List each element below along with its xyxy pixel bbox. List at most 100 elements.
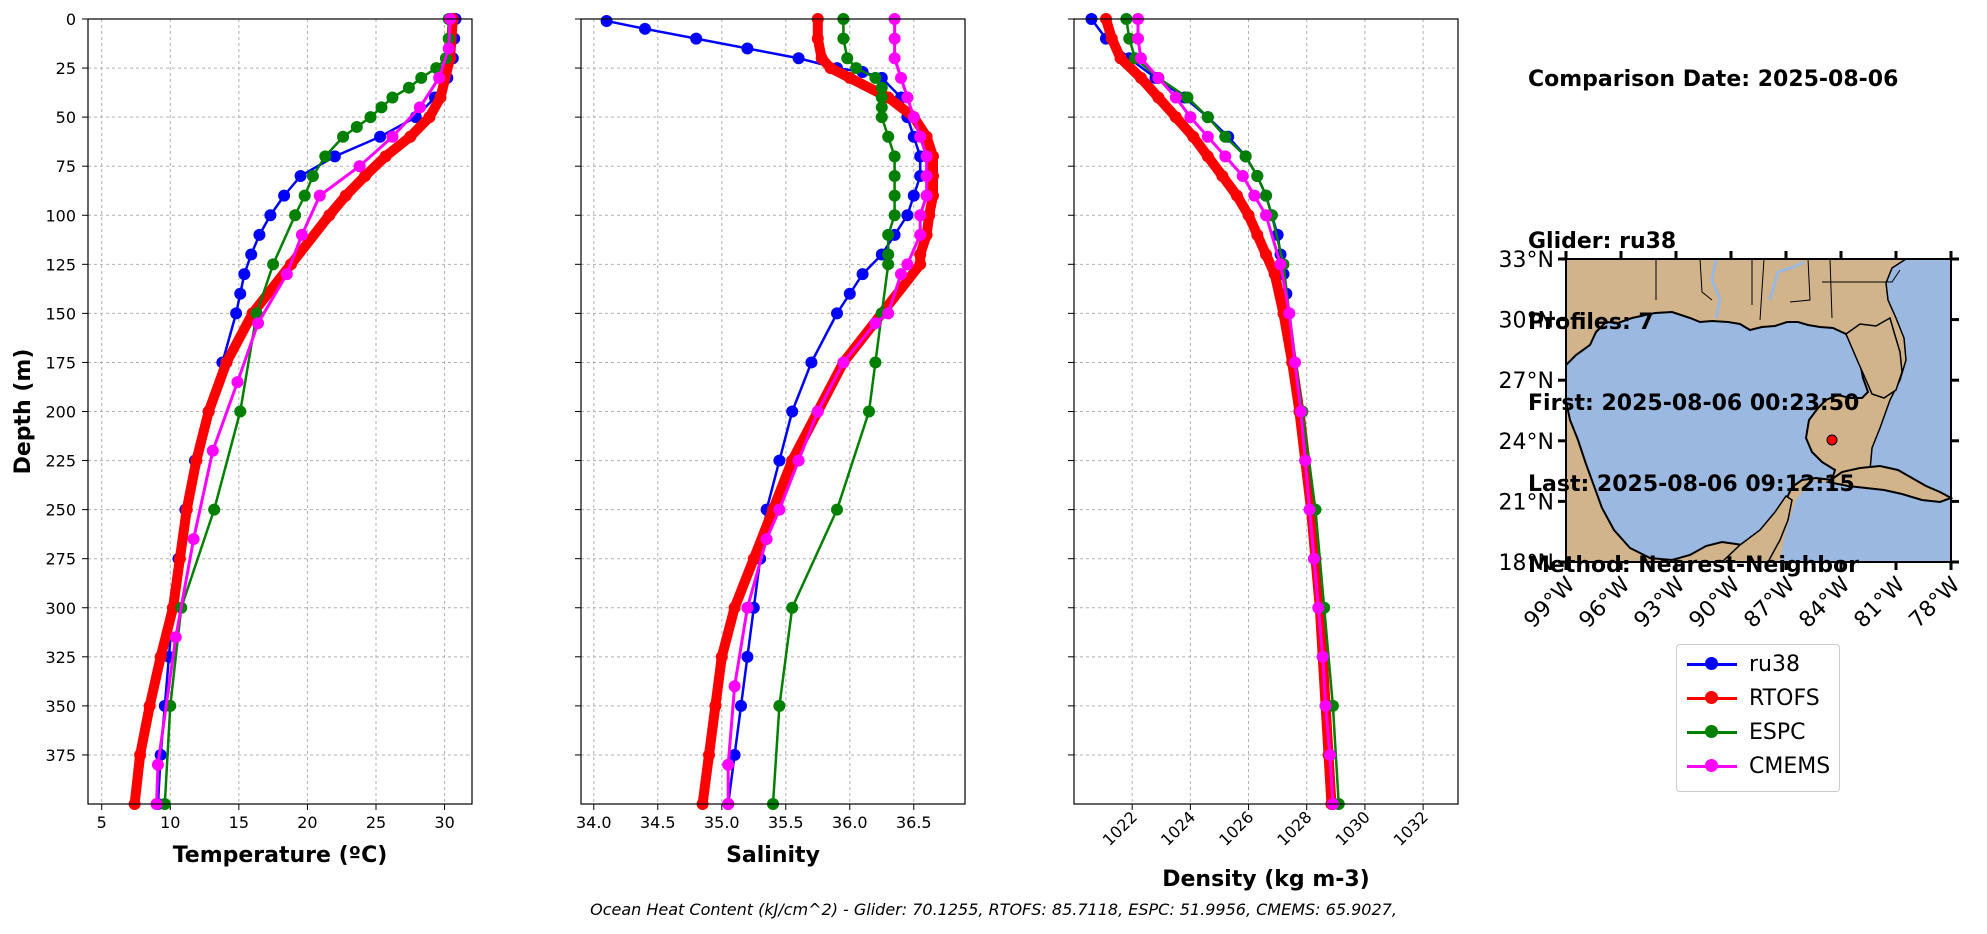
- series-line: [155, 18, 452, 805]
- data-point: [786, 601, 799, 614]
- data-point: [280, 268, 293, 281]
- data-point: [920, 189, 933, 202]
- legend: ru38 RTOFS ESPC CMEMS: [1676, 644, 1840, 792]
- data-point: [888, 170, 901, 182]
- data-point: [231, 376, 244, 389]
- map-lat-label: 33°N: [1499, 248, 1554, 273]
- series-rtofs: [696, 13, 939, 810]
- data-point: [319, 150, 332, 163]
- axes-frame: [1073, 18, 1459, 805]
- data-point: [895, 268, 907, 281]
- data-point: [298, 189, 311, 202]
- data-point: [863, 405, 875, 418]
- y-tick-label: 125: [45, 255, 76, 274]
- ocean-heat-content-footer: Ocean Heat Content (kJ/cm^2) - Glider: 7…: [590, 900, 1397, 919]
- data-point: [1201, 150, 1214, 163]
- data-point: [907, 189, 920, 202]
- legend-label: ru38: [1749, 652, 1800, 677]
- data-point: [433, 71, 446, 84]
- first-time: First: 2025-08-06 00:23:50: [1528, 391, 1860, 416]
- data-point: [1312, 601, 1325, 614]
- legend-marker: [1705, 759, 1718, 772]
- data-point: [831, 503, 843, 516]
- data-point: [811, 32, 824, 45]
- data-point: [328, 150, 341, 163]
- map-frame: [1565, 258, 1952, 563]
- data-point: [1216, 170, 1229, 182]
- data-point: [278, 189, 291, 202]
- data-point: [837, 356, 850, 369]
- data-point: [1114, 52, 1127, 65]
- data-point: [289, 209, 302, 222]
- y-tick-label: 225: [45, 452, 76, 471]
- data-point: [747, 552, 760, 565]
- data-point: [169, 631, 182, 644]
- data-point: [895, 71, 907, 84]
- data-point: [1260, 189, 1272, 202]
- data-point: [843, 71, 856, 84]
- data-point: [1274, 258, 1287, 271]
- data-point: [1123, 32, 1136, 45]
- data-point: [841, 52, 854, 65]
- x-tick-label: 1030: [1332, 807, 1374, 849]
- data-point: [264, 209, 277, 222]
- data-point: [773, 454, 786, 467]
- data-point: [151, 758, 164, 771]
- map-lat-label: 30°N: [1499, 309, 1554, 334]
- data-point: [907, 111, 920, 124]
- y-tick-label: 50: [56, 108, 76, 127]
- data-point: [741, 42, 754, 55]
- data-point: [735, 699, 747, 712]
- data-point: [923, 209, 936, 222]
- data-point: [869, 317, 882, 330]
- y-tick-label: 150: [45, 304, 76, 323]
- data-point: [1239, 150, 1252, 163]
- series-ru38: [600, 14, 927, 810]
- data-point: [375, 101, 388, 114]
- data-point: [1236, 170, 1249, 182]
- data-point: [1316, 650, 1329, 663]
- y-axis-label: Depth (m): [11, 349, 36, 475]
- x-tick-label: 1022: [1099, 807, 1141, 849]
- data-point: [442, 42, 455, 55]
- x-tick-label: 36.5: [896, 813, 932, 832]
- x-axis-label: Density (kg m-3): [1162, 867, 1370, 892]
- x-tick-label: 34.0: [576, 813, 612, 832]
- map-lat-label: 27°N: [1499, 369, 1554, 394]
- data-point: [1219, 130, 1232, 143]
- data-point: [792, 454, 805, 467]
- x-tick-label: 10: [160, 813, 180, 832]
- data-point: [869, 356, 882, 369]
- x-tick-label: 36.0: [832, 813, 868, 832]
- legend-item-rtofs: RTOFS: [1677, 682, 1839, 716]
- data-point: [1289, 356, 1302, 369]
- data-point: [875, 81, 888, 94]
- data-point: [1134, 52, 1147, 65]
- legend-label: RTOFS: [1749, 686, 1820, 711]
- spacer: [1528, 147, 1898, 174]
- data-point: [190, 454, 203, 467]
- y-tick-label: 75: [56, 157, 76, 176]
- data-point: [1268, 268, 1281, 281]
- data-point: [402, 81, 415, 94]
- legend-label: CMEMS: [1749, 754, 1831, 779]
- data-point: [295, 228, 308, 241]
- map-lat-label: 24°N: [1499, 430, 1554, 455]
- panel-salinity: 34.0 34.5 35.0 35.5 36.0 36.5 Salinity: [575, 13, 966, 868]
- data-point: [709, 699, 722, 712]
- data-point: [792, 52, 805, 65]
- data-point: [1201, 111, 1214, 124]
- data-point: [1152, 91, 1165, 104]
- y-tick-label: 375: [45, 746, 76, 765]
- data-point: [202, 405, 215, 418]
- legend-marker: [1705, 725, 1718, 738]
- series-line: [163, 19, 450, 805]
- x-tick-label: 15: [229, 813, 249, 832]
- data-point: [920, 170, 933, 182]
- data-point: [245, 248, 258, 261]
- data-point: [167, 601, 180, 614]
- data-point: [386, 91, 399, 104]
- legend-label: ESPC: [1749, 720, 1806, 745]
- yucatan-land: [1720, 494, 1793, 563]
- data-point: [313, 189, 326, 202]
